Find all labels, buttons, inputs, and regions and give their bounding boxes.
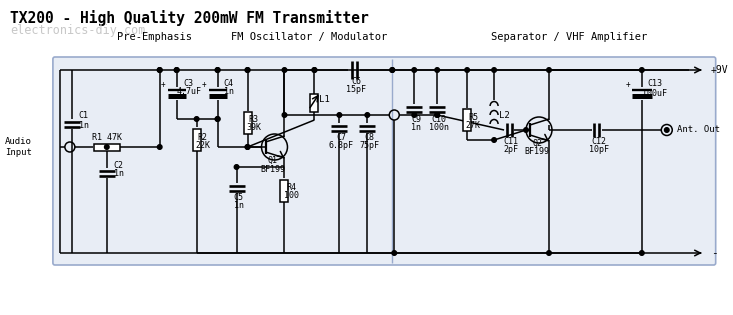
- Bar: [243, 112, 251, 134]
- Text: L1: L1: [319, 95, 330, 105]
- Text: 100uF: 100uF: [642, 89, 667, 98]
- Circle shape: [337, 113, 342, 117]
- Text: C3: C3: [184, 78, 194, 88]
- Text: FM Oscillator / Modulator: FM Oscillator / Modulator: [232, 32, 388, 42]
- Circle shape: [435, 113, 440, 117]
- Text: C13: C13: [647, 78, 663, 88]
- Text: 39K: 39K: [246, 123, 261, 133]
- Circle shape: [390, 68, 394, 72]
- Circle shape: [246, 68, 250, 72]
- Text: 1n: 1n: [234, 202, 243, 210]
- Circle shape: [492, 68, 496, 72]
- Bar: [193, 129, 201, 151]
- Circle shape: [412, 68, 416, 72]
- Text: Ant. Out: Ant. Out: [677, 125, 720, 135]
- Text: 2pF: 2pF: [504, 146, 518, 154]
- Circle shape: [246, 145, 250, 149]
- Text: 1n: 1n: [411, 123, 421, 133]
- Circle shape: [547, 251, 551, 255]
- Circle shape: [312, 68, 317, 72]
- Text: 1n: 1n: [114, 169, 124, 179]
- Text: Audio
Input: Audio Input: [5, 137, 32, 157]
- Circle shape: [194, 117, 199, 121]
- Text: C2: C2: [114, 161, 124, 169]
- Text: electronics-diy.com: electronics-diy.com: [10, 24, 145, 37]
- Circle shape: [435, 68, 440, 72]
- Circle shape: [524, 128, 528, 132]
- Bar: [463, 109, 471, 131]
- Bar: [94, 144, 119, 151]
- Circle shape: [158, 145, 162, 149]
- Text: Q1: Q1: [268, 156, 278, 164]
- Text: C9: C9: [411, 114, 421, 123]
- Circle shape: [312, 68, 317, 72]
- Circle shape: [282, 113, 287, 117]
- Text: 22K: 22K: [195, 141, 210, 151]
- Circle shape: [547, 68, 551, 72]
- Text: C7: C7: [336, 133, 347, 141]
- Text: 75pF: 75pF: [359, 141, 379, 151]
- Text: BF199: BF199: [260, 164, 285, 174]
- Circle shape: [235, 165, 239, 169]
- Text: Separator / VHF Amplifier: Separator / VHF Amplifier: [491, 32, 647, 42]
- Circle shape: [158, 68, 162, 72]
- Circle shape: [174, 68, 179, 72]
- Circle shape: [365, 113, 369, 117]
- Text: 10pF: 10pF: [589, 146, 609, 154]
- Text: R2: R2: [198, 134, 207, 142]
- Circle shape: [246, 145, 250, 149]
- Circle shape: [639, 68, 644, 72]
- Circle shape: [492, 138, 496, 142]
- Text: R4: R4: [287, 182, 296, 192]
- Text: +: +: [161, 80, 166, 89]
- Text: C10: C10: [432, 114, 446, 123]
- Circle shape: [639, 251, 644, 255]
- Circle shape: [246, 68, 250, 72]
- Circle shape: [465, 68, 469, 72]
- Text: 4.7uF: 4.7uF: [176, 88, 201, 96]
- Text: 1n: 1n: [79, 121, 89, 129]
- Circle shape: [105, 145, 109, 149]
- Text: L2: L2: [498, 111, 509, 119]
- Circle shape: [216, 117, 220, 121]
- Text: -: -: [711, 248, 718, 258]
- Circle shape: [392, 251, 397, 255]
- Text: R5: R5: [468, 112, 478, 122]
- Text: C5: C5: [234, 192, 243, 202]
- Text: Pre-Emphasis: Pre-Emphasis: [117, 32, 192, 42]
- Circle shape: [412, 113, 416, 117]
- Text: C6: C6: [351, 77, 361, 85]
- Text: 100n: 100n: [430, 123, 449, 133]
- Text: C12: C12: [592, 136, 606, 146]
- Text: +: +: [625, 80, 630, 89]
- Text: 100: 100: [284, 192, 299, 201]
- Text: C11: C11: [504, 136, 518, 146]
- Text: Q2: Q2: [532, 139, 542, 147]
- Circle shape: [435, 113, 440, 117]
- Text: 1n: 1n: [224, 88, 234, 96]
- Circle shape: [665, 128, 669, 132]
- Text: C4: C4: [224, 78, 234, 88]
- Bar: [281, 180, 289, 202]
- Text: BF199: BF199: [525, 147, 550, 157]
- Circle shape: [174, 68, 179, 72]
- Text: C1: C1: [79, 112, 89, 121]
- Text: 6.8pF: 6.8pF: [329, 141, 354, 151]
- Circle shape: [216, 68, 220, 72]
- Text: C8: C8: [364, 133, 375, 141]
- Bar: [311, 94, 318, 112]
- Circle shape: [216, 117, 220, 121]
- Text: R1 47K: R1 47K: [92, 134, 122, 142]
- Text: R3: R3: [248, 114, 259, 123]
- Circle shape: [216, 68, 220, 72]
- FancyBboxPatch shape: [53, 57, 715, 265]
- Text: 15pF: 15pF: [346, 85, 366, 94]
- Circle shape: [390, 68, 394, 72]
- Text: TX200 - High Quality 200mW FM Transmitter: TX200 - High Quality 200mW FM Transmitte…: [10, 10, 369, 26]
- Text: 27K: 27K: [465, 122, 481, 130]
- Text: +9V: +9V: [711, 65, 729, 75]
- Text: +: +: [202, 80, 207, 89]
- Circle shape: [158, 68, 162, 72]
- Circle shape: [282, 68, 287, 72]
